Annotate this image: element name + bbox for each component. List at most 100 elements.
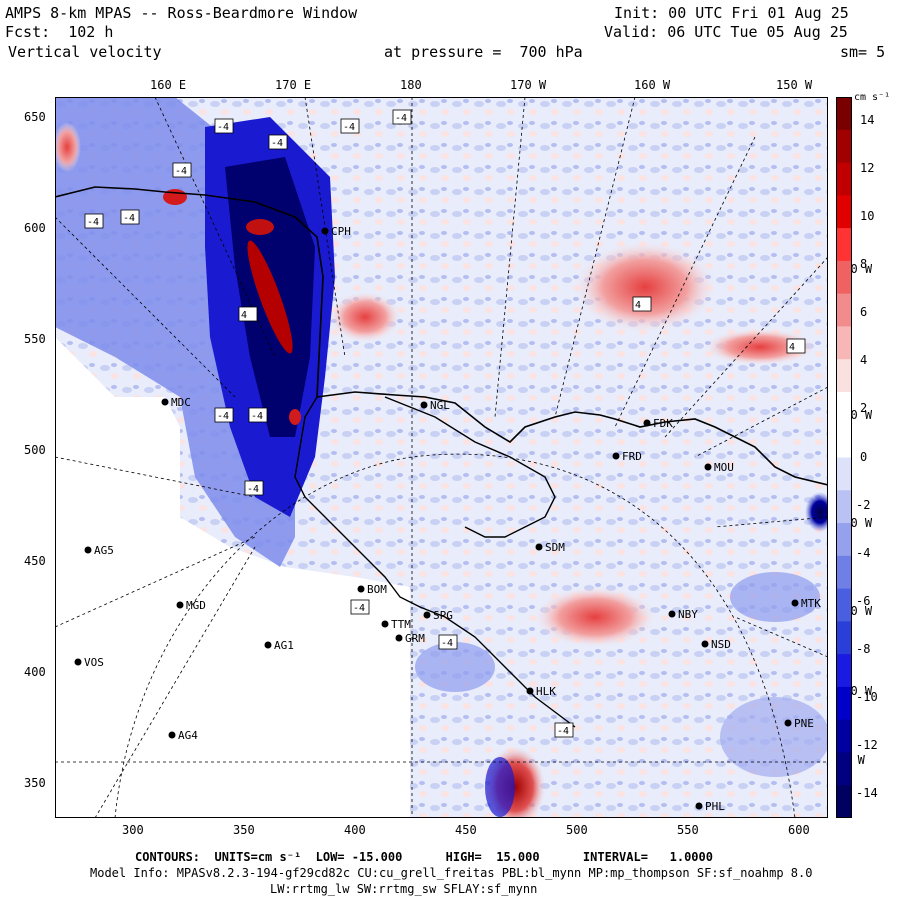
upward-streak: [246, 219, 274, 235]
downward-area: [415, 642, 495, 692]
colorbar-swatch: [836, 588, 852, 622]
lon-label-160e: 160 E: [150, 78, 187, 92]
station-label: GRM: [405, 632, 425, 645]
colorbar-swatch: [836, 490, 852, 524]
colorbar-label: 12: [860, 161, 875, 176]
station-label: PHL: [705, 800, 725, 813]
colorbar-swatch: [836, 228, 852, 262]
colorbar-swatch: [836, 621, 852, 655]
upward-area: [55, 122, 81, 172]
station-label: NSD: [711, 638, 731, 651]
station-marker: [784, 719, 792, 727]
station-label: SPG: [433, 609, 453, 622]
y-tick-400: 400: [24, 665, 46, 679]
upward-streak: [289, 409, 301, 425]
contour-label-box: [84, 213, 104, 229]
y-tick-650: 650: [24, 110, 46, 124]
colorbar-border: [836, 97, 852, 818]
contour-label: -4: [441, 638, 453, 649]
no-data-region: [55, 337, 410, 818]
coastline: [55, 186, 828, 486]
lon-label-170e: 170 E: [275, 78, 312, 92]
downward-area: [485, 757, 515, 817]
colorbar-label: 14: [860, 113, 875, 128]
colorbar-swatch: [836, 752, 852, 786]
contour-label-box: [438, 634, 458, 650]
valid-time: Valid: 06 UTC Tue 05 Aug 25: [604, 23, 848, 41]
contour-label: -4: [87, 217, 99, 228]
upward-area: [535, 587, 655, 647]
y-tick-350: 350: [24, 776, 46, 790]
grounding-line: [384, 396, 556, 538]
station-label: AG4: [178, 729, 198, 742]
station-marker: [168, 731, 176, 739]
y-tick-600: 600: [24, 221, 46, 235]
colorbar-swatch: [836, 523, 852, 557]
colorbar-label: 10: [860, 209, 875, 224]
station-label: MOU: [714, 461, 734, 474]
contour-label-box: [632, 296, 652, 312]
station-marker: [420, 401, 428, 409]
station-label: AG5: [94, 544, 114, 557]
colorbar-label: -14: [856, 785, 878, 800]
colorbar-swatch: [836, 260, 852, 295]
smoothing-value: sm= 5: [840, 43, 886, 61]
station-label: TTM: [391, 618, 411, 631]
station-marker: [535, 543, 543, 551]
colorbar-label: -8: [856, 641, 871, 656]
contour-label-layer: -4 -4 -4 -4 -4 -4 -4 -4 -4 -4 -4 -4 -4 4 4 4: [84, 109, 806, 738]
contour-label-box: [268, 134, 288, 150]
contour-label: -4: [217, 122, 229, 133]
x-tick-550: 550: [677, 823, 699, 837]
x-tick-450: 450: [455, 823, 477, 837]
contour-label-box: [248, 407, 268, 423]
contour-label: -4: [247, 484, 259, 495]
contour-label: -4: [217, 411, 229, 422]
colorbar-swatch: [836, 391, 852, 426]
contour-label: -4: [557, 726, 569, 737]
model-info: Model Info: MPASv8.2.3-194-gf29cd82c CU:…: [90, 866, 813, 880]
station-marker: [176, 601, 184, 609]
upward-area: [330, 292, 400, 342]
downward-area: [720, 697, 828, 777]
colorbar-label: -6: [856, 593, 871, 608]
station-marker: [791, 599, 799, 607]
contour-label: -4: [175, 166, 187, 177]
init-time: Init: 00 UTC Fri 01 Aug 25: [614, 4, 849, 22]
contour-label-box: [120, 209, 140, 225]
y-tick-500: 500: [24, 443, 46, 457]
station-marker: [701, 640, 709, 648]
upward-streak: [247, 240, 293, 354]
map-border: [55, 97, 828, 818]
colorbar-swatch: [836, 719, 852, 753]
x-tick-500: 500: [566, 823, 588, 837]
coastline: [294, 396, 576, 728]
station-label: VOS: [84, 656, 104, 669]
station-marker: [668, 610, 676, 618]
station-marker: [161, 398, 169, 406]
colorbar-swatch: [836, 686, 852, 721]
downward-area: [805, 492, 828, 532]
colorbar-swatch: [836, 162, 852, 196]
station-label: MGD: [186, 599, 206, 612]
colorbar-swatch: [836, 424, 852, 458]
colorbar-swatch: [836, 326, 852, 360]
contour-label-box: [786, 338, 806, 354]
station-label: PNE: [794, 717, 814, 730]
forecast-hour: Fcst: 102 h: [5, 23, 114, 41]
x-tick-300: 300: [122, 823, 144, 837]
x-tick-400: 400: [344, 823, 366, 837]
map-panel: MDC NGL FDK FRD MOU SDM AG5 MGD AG1 VOS AG4 BOM SPG T…: [55, 97, 828, 818]
colorbar-label: -12: [856, 737, 878, 752]
contour-label: 4: [635, 300, 641, 311]
colorbar-label: 4: [860, 353, 868, 368]
colorbar-label: -2: [856, 497, 871, 512]
station-label: MDC: [171, 396, 191, 409]
lon-label-160w: 160 W: [634, 78, 671, 92]
station-marker: [357, 585, 365, 593]
station-marker: [264, 641, 272, 649]
colorbar-label: -10: [856, 689, 878, 704]
contour-label-box: [214, 407, 234, 423]
contour-label-box: [172, 162, 192, 178]
station-marker: [74, 658, 82, 666]
